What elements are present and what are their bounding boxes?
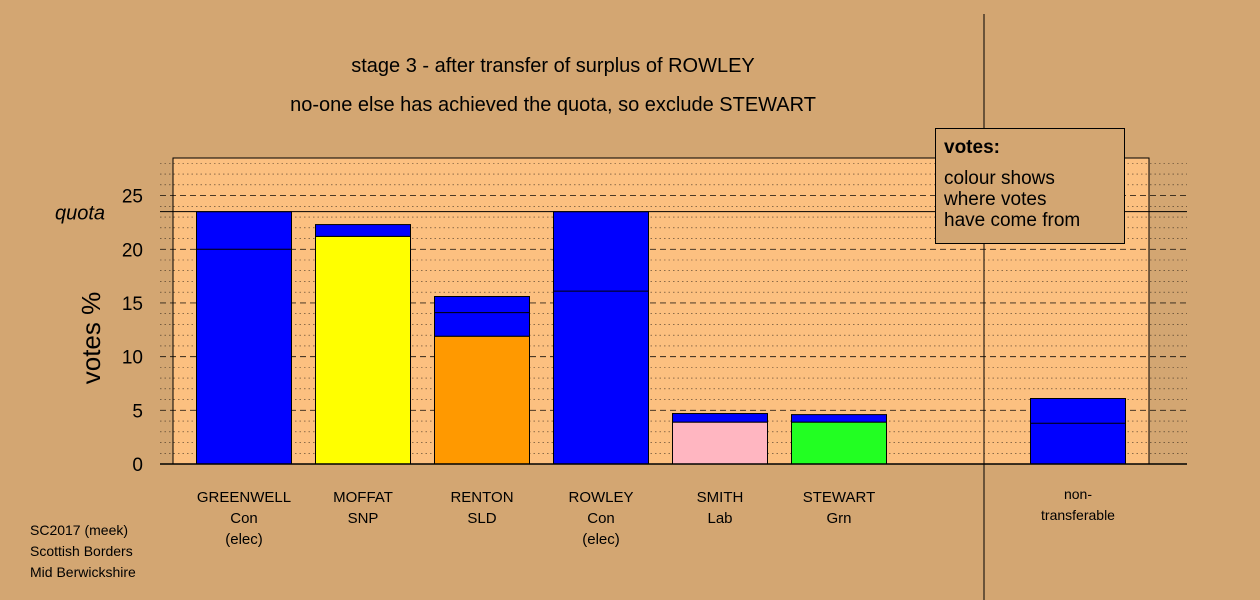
y-tick-label-0: 0 <box>132 455 143 476</box>
non-transferable-label: non-transferable <box>1041 486 1115 523</box>
y-axis-label: votes % <box>76 292 106 385</box>
non-transferable-label-line: transferable <box>1041 507 1115 523</box>
candidate-name-renton: RENTON <box>450 489 513 506</box>
bar-segment-smith-con-1 <box>672 413 768 423</box>
bar-segment-greenwell-con-0 <box>196 211 292 465</box>
footer-line-ward: Mid Berwickshire <box>30 564 136 580</box>
bar-segment-stewart-grn-0 <box>791 421 887 465</box>
candidate-party-stewart: Grn <box>826 510 851 527</box>
candidate-name-rowley: ROWLEY <box>568 489 633 506</box>
candidate-status-greenwell: (elec) <box>225 531 263 548</box>
quota-label: quota <box>55 203 105 225</box>
candidate-name-stewart: STEWART <box>803 489 876 506</box>
bar-segment-moffat-con-1 <box>315 224 411 237</box>
bar-segment-renton-sld-0 <box>434 335 530 465</box>
footer-line-council: Scottish Borders <box>30 543 133 559</box>
bar-segment-smith-lab-0 <box>672 421 768 465</box>
footer-info: SC2017 (meek) Scottish Borders Mid Berwi… <box>30 520 136 583</box>
legend: votes: colour shows where votes have com… <box>935 128 1125 244</box>
non-transferable-label-line: non- <box>1064 486 1092 502</box>
bar-segment-rowley-con-0 <box>553 211 649 465</box>
candidate-name-moffat: MOFFAT <box>333 489 393 506</box>
candidate-party-renton: SLD <box>467 510 496 527</box>
legend-title: votes: <box>944 137 1000 158</box>
exclusion-note: no-one else has achieved the quota, so e… <box>290 94 816 116</box>
stage-title: stage 3 - after transfer of surplus of R… <box>351 55 755 77</box>
legend-description: colour shows where votes have come from <box>944 168 1081 231</box>
candidate-party-moffat: SNP <box>348 510 379 527</box>
y-tick-label-25: 25 <box>122 187 143 208</box>
candidate-party-rowley: Con <box>587 510 615 527</box>
candidate-name-greenwell: GREENWELL <box>197 489 291 506</box>
footer-line-election: SC2017 (meek) <box>30 522 129 538</box>
candidate-name-smith: SMITH <box>697 489 744 506</box>
bar-segment-renton-con-1 <box>434 296 530 337</box>
y-tick-label-20: 20 <box>122 240 143 261</box>
y-tick-label-15: 15 <box>122 294 143 315</box>
bar-segment-stewart-con-1 <box>791 414 887 423</box>
candidate-party-smith: Lab <box>707 510 732 527</box>
bar-segment-non-transferable-con-0 <box>1030 398 1126 465</box>
bar-segment-moffat-snp-0 <box>315 235 411 465</box>
candidate-status-rowley: (elec) <box>582 531 620 548</box>
y-tick-label-10: 10 <box>122 348 143 369</box>
candidate-party-greenwell: Con <box>230 510 258 527</box>
y-tick-label-5: 5 <box>132 401 143 422</box>
